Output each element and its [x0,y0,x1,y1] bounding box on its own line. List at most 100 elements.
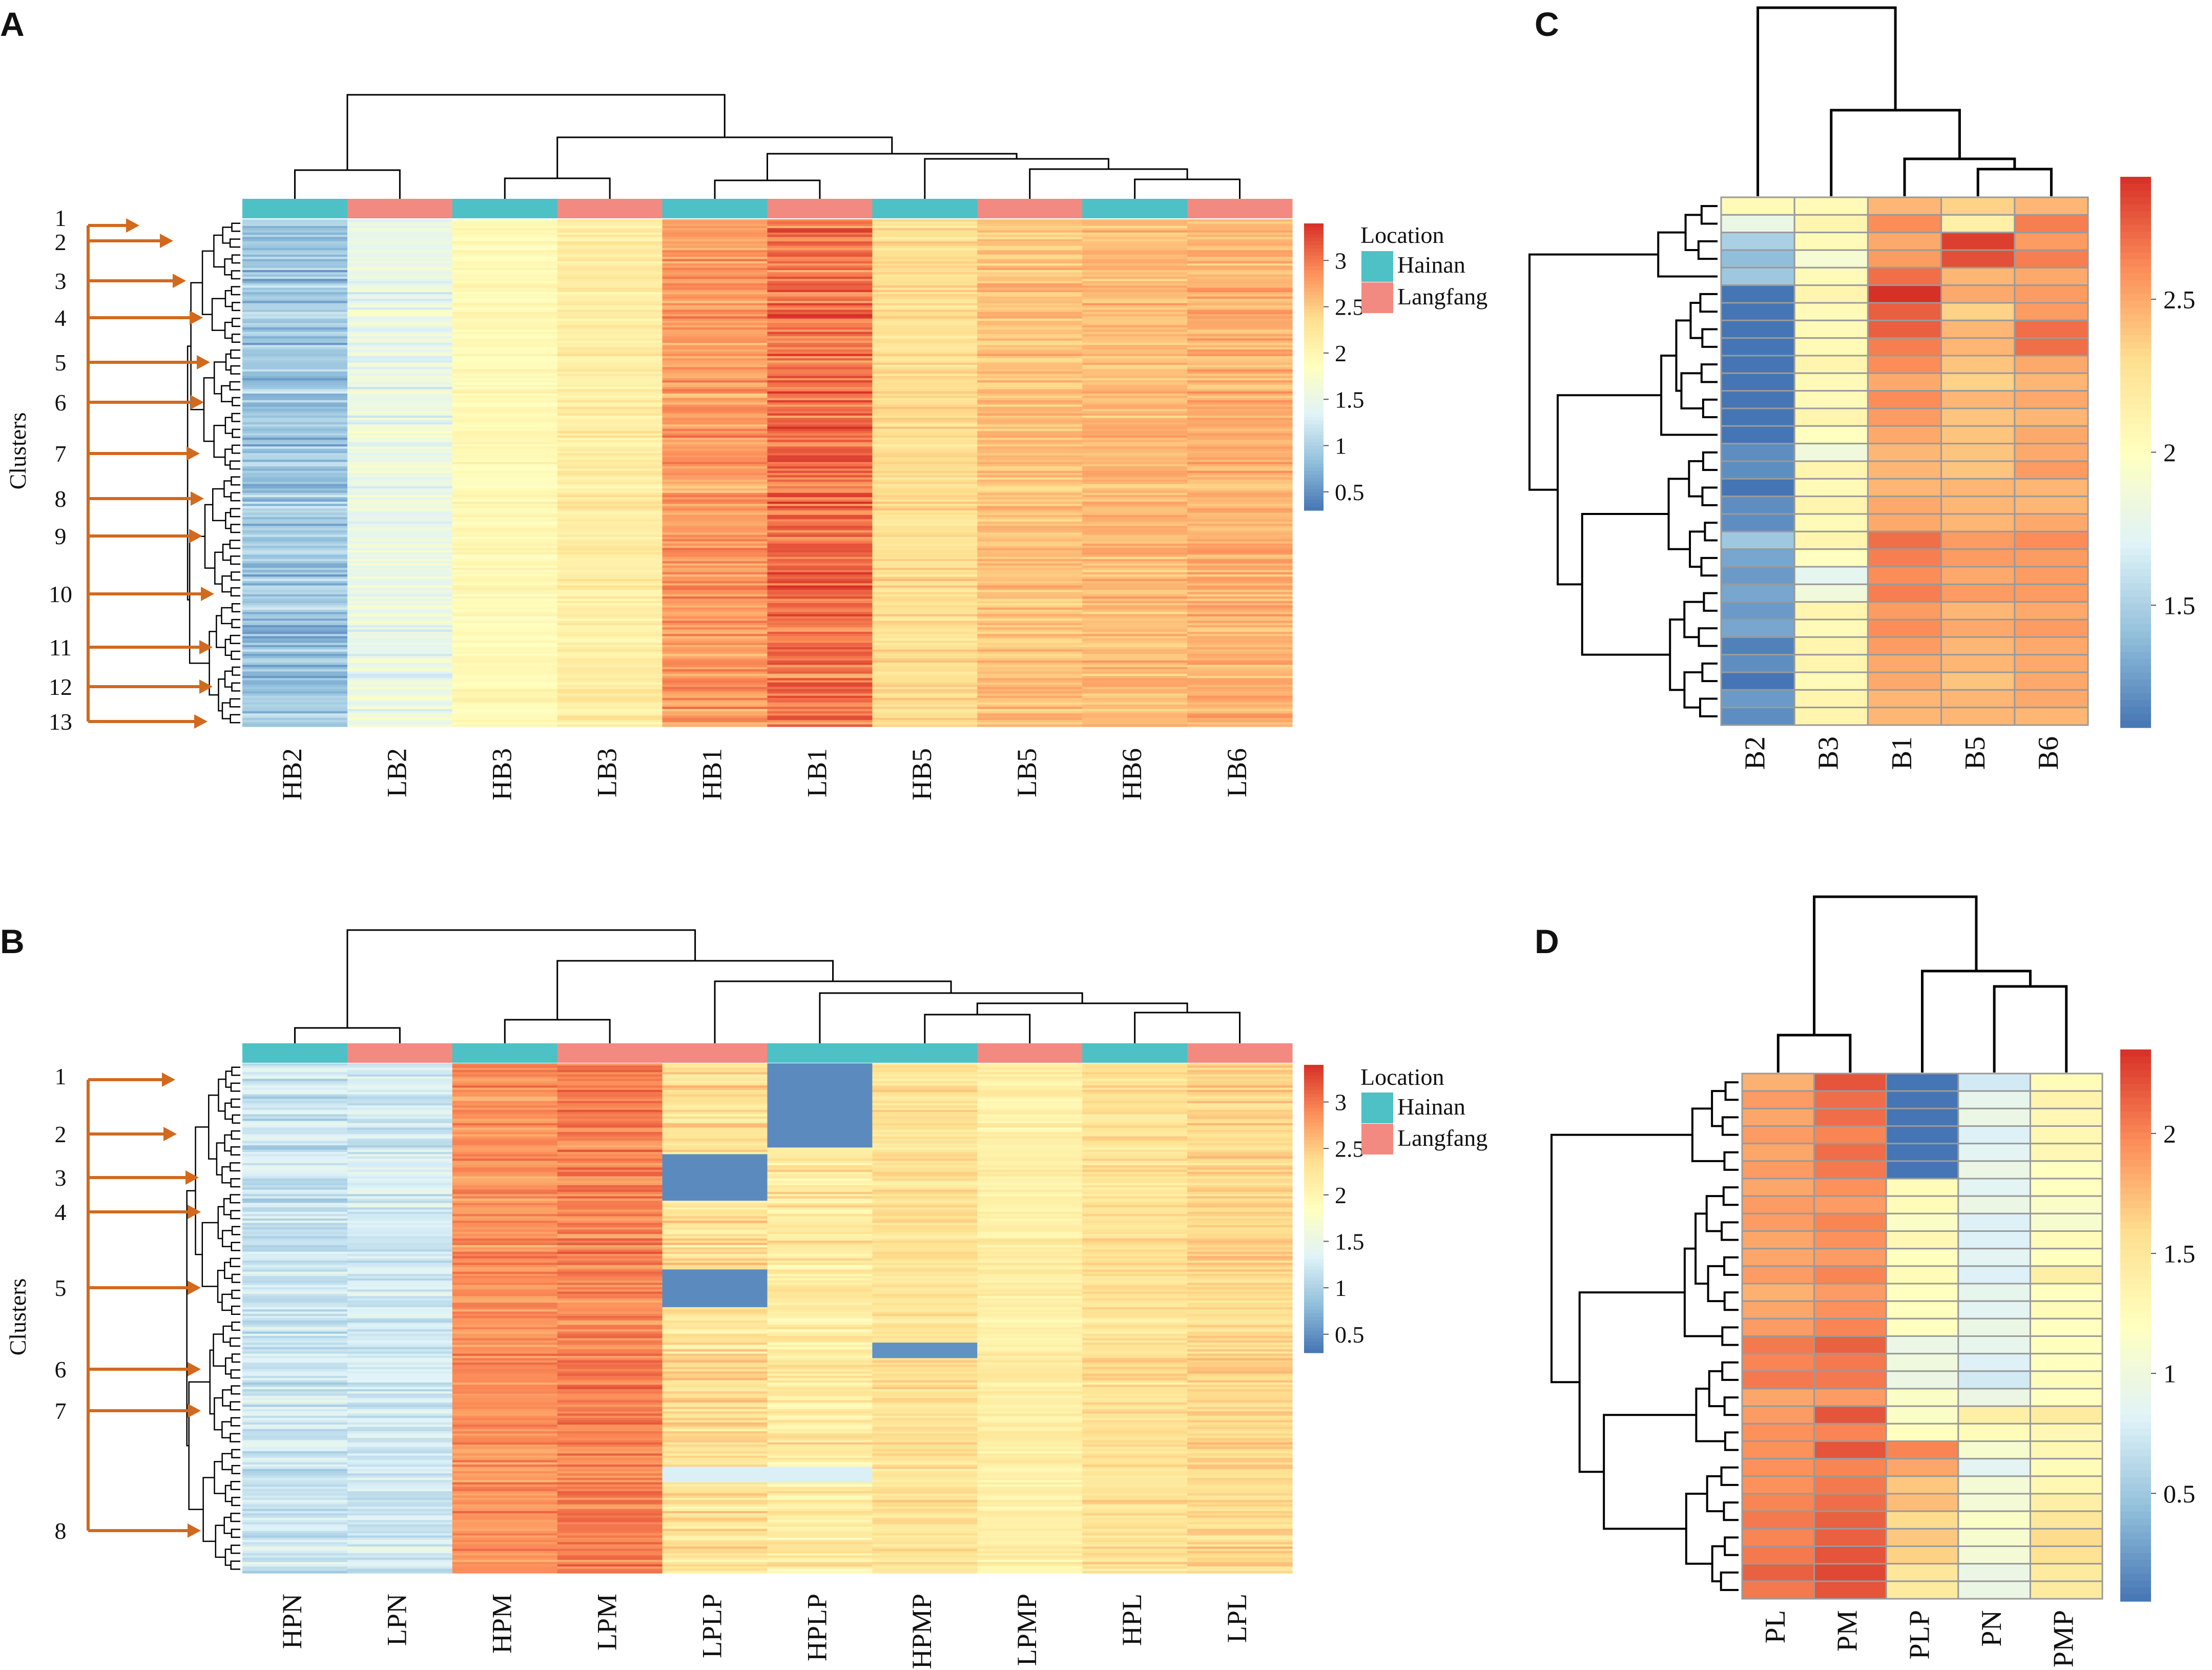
row-dendrogram-branch [232,666,240,676]
cluster-label: 8 [55,486,67,512]
heatmap-cell [1187,1415,1293,1418]
heatmap-cell [1082,1460,1188,1463]
heatmap-cell [1187,1527,1293,1530]
heatmap-cell [977,663,1083,666]
heatmap-cell [977,1132,1083,1135]
heatmap-cell [452,1535,558,1538]
heatmap-cell [767,1373,873,1376]
heatmap-cell [977,709,1083,712]
heatmap-cell [872,307,978,311]
column-dendrogram-branch [1134,1012,1241,1044]
heatmap-cell [347,482,453,485]
heatmap-cell [872,1429,978,1432]
heatmap-cell [242,1435,348,1438]
heatmap-cell [977,219,1083,222]
heatmap-cell [1187,1497,1293,1500]
heatmap-cell [347,1273,453,1276]
heatmap-cell [242,1069,348,1073]
heatmap-cell [977,318,1083,321]
heatmap-cell [662,539,768,542]
heatmap-cell [347,267,453,271]
heatmap-cell [347,1125,453,1128]
heatmap-cell [662,570,768,573]
heatmap-cell [242,663,348,666]
heatmap-cell [242,546,348,548]
row-dendrogram-branch [225,353,231,371]
heatmap-cell [1082,1285,1188,1288]
heatmap-cell [977,1159,1083,1161]
row-dendrogram-branch [232,1114,240,1124]
heatmap-cell [1187,1438,1293,1441]
heatmap-cell [872,1373,978,1376]
heatmap-cell [662,1316,768,1319]
heatmap-cell [1082,1129,1188,1132]
location-annotation-cell [977,199,1083,218]
heatmap-cell [977,1363,1083,1365]
heatmap-cell [242,1363,348,1365]
colorbar-segment [1304,1147,1324,1152]
heatmap-cell [347,290,453,293]
heatmap-cell [872,1500,978,1503]
heatmap-cell [347,1547,453,1550]
heatmap-cell [977,532,1083,535]
heatmap-cell [452,374,558,377]
heatmap-cell [662,685,768,688]
heatmap-cell [452,1267,558,1270]
heatmap-cell [662,631,768,634]
heatmap-cell [452,1241,558,1244]
heatmap-cell [242,406,348,409]
heatmap-cell [1187,1393,1293,1396]
heatmap-cell [1082,1178,1188,1181]
colorbar-segment [1304,1068,1324,1073]
heatmap-cell [872,1258,978,1261]
heatmap-cell [662,1129,768,1132]
heatmap-cell [662,1205,768,1208]
heatmap-cell [347,1533,453,1536]
heatmap-cell [977,1251,1083,1254]
heatmap-cell [1082,223,1188,226]
heatmap-cell [242,1227,348,1230]
heatmap-cell [242,534,348,538]
heatmap-cell [1187,418,1293,421]
heatmap-cell [977,1087,1083,1090]
heatmap-cell [767,464,873,467]
heatmap-cell [1082,506,1188,509]
heatmap-cell [872,332,978,335]
heatmap-cell [872,270,978,273]
heatmap-cell [1082,495,1188,498]
heatmap-cell [557,1427,663,1430]
heatmap-cell [1187,1300,1293,1303]
heatmap-cell [1082,543,1188,546]
heatmap-cell [662,603,768,606]
heatmap-cell [872,504,978,507]
heatmap-cell [977,1542,1083,1545]
heatmap-cell [977,1340,1083,1343]
heatmap-cell [347,1159,453,1161]
heatmap-cell [452,1063,558,1066]
heatmap-cell [557,1249,663,1252]
location-annotation-cell [872,1043,978,1063]
heatmap-cell [767,406,873,409]
heatmap-cell [452,1533,558,1536]
heatmap-cell [452,514,558,518]
heatmap-cell [767,1092,873,1095]
colorbar-segment [1304,299,1324,303]
heatmap-cell [557,528,663,531]
heatmap-cell [1187,303,1293,306]
heatmap-cell [1187,457,1293,460]
heatmap-cell [242,1400,348,1403]
heatmap-cell [347,1069,453,1073]
heatmap-cell [662,1329,768,1332]
heatmap-cell [557,327,663,330]
heatmap-cell [977,1420,1083,1423]
heatmap-cell [242,1243,348,1246]
heatmap-cell [557,638,663,641]
heatmap-cell [767,512,873,516]
heatmap-cell [872,1407,978,1410]
heatmap-cell [767,1320,873,1323]
heatmap-cell [767,281,873,284]
heatmap-cell [872,316,978,319]
heatmap-cell [1082,1289,1188,1292]
heatmap-cell [242,336,348,339]
heatmap-cell [662,402,768,405]
